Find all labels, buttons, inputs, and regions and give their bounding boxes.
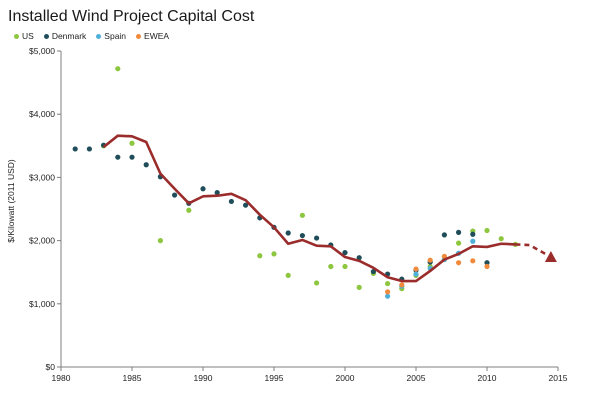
data-point-ewea [470, 258, 476, 264]
data-point-us [356, 284, 362, 290]
data-point-ewea [413, 266, 419, 272]
y-tick-label: $0 [46, 362, 56, 372]
projection-marker [544, 251, 557, 263]
data-point-us [186, 207, 192, 213]
data-point-spain [413, 271, 419, 277]
legend-label-ewea: EWEA [144, 31, 170, 41]
data-point-ewea [385, 289, 391, 295]
chart-title: Installed Wind Project Capital Cost [8, 8, 255, 25]
legend-label-spain: Spain [104, 31, 127, 41]
x-tick-label: 1980 [52, 373, 71, 383]
x-tick-label: 1985 [123, 373, 142, 383]
legend-marker-us [14, 33, 19, 39]
data-point-us [484, 227, 490, 234]
data-point-denmark [314, 235, 320, 241]
data-point-ewea [427, 257, 433, 263]
data-point-denmark [228, 198, 234, 205]
legend-item-denmark: Denmark [43, 31, 87, 41]
data-point-spain [470, 238, 476, 244]
x-tick-label: 2010 [478, 373, 497, 383]
y-tick-label: $2,000 [29, 236, 55, 246]
data-point-denmark [243, 202, 249, 208]
data-point-denmark [356, 255, 362, 261]
data-point-us [285, 272, 291, 278]
axis-ticks: 1980 1985 1990 1995 2000 2005 2010 2015 $0 $1,000… [29, 46, 568, 383]
data-point-denmark [470, 231, 476, 237]
data-point-us [456, 240, 462, 246]
data-point-us [115, 66, 121, 72]
data-point-denmark [115, 154, 121, 160]
legend-marker-ewea [136, 33, 142, 39]
data-point-ewea [456, 260, 462, 266]
data-point-us [328, 263, 334, 270]
data-point-denmark [143, 162, 149, 168]
data-point-denmark [214, 189, 220, 196]
data-point-denmark [441, 232, 447, 238]
data-point-ewea [399, 282, 405, 288]
x-tick-label: 2005 [407, 373, 426, 383]
y-tick-label: $4,000 [29, 109, 55, 119]
trend-projection-path [515, 243, 552, 259]
data-point-denmark [200, 186, 206, 192]
data-point-denmark [342, 250, 348, 256]
y-tick-label: $1,000 [29, 299, 55, 309]
legend-item-ewea: EWEA [136, 31, 169, 41]
data-point-denmark [370, 268, 376, 275]
x-tick-label: 2015 [549, 373, 568, 383]
data-point-ewea [484, 263, 490, 270]
data-point-us [498, 236, 504, 242]
data-point-us [385, 280, 391, 287]
data-point-denmark [86, 146, 92, 152]
data-point-denmark [129, 154, 135, 160]
trend-line-path [102, 134, 516, 283]
data-point-denmark [285, 230, 291, 236]
data-point-us [342, 263, 348, 270]
y-tick-label: $5,000 [29, 46, 55, 56]
data-point-spain [385, 293, 391, 299]
data-point-us [129, 140, 135, 146]
x-tick-label: 2000 [336, 373, 355, 383]
data-point-us [314, 280, 320, 286]
legend: US Denmark Spain EWEA [14, 31, 169, 41]
x-tick-label: 1995 [265, 373, 284, 383]
legend-label-us: US [22, 31, 34, 41]
y-tick-label: $3,000 [29, 172, 55, 182]
data-point-denmark [299, 232, 305, 239]
legend-item-spain: Spain [96, 31, 126, 41]
data-points [72, 66, 519, 299]
legend-marker-denmark [43, 33, 49, 39]
trend-line [102, 134, 557, 283]
x-tick-label: 1990 [194, 373, 213, 383]
data-point-us [271, 251, 277, 257]
legend-item-us: US [14, 31, 34, 41]
data-point-us [299, 212, 305, 218]
data-point-denmark [172, 192, 178, 198]
data-point-us [257, 253, 263, 259]
legend-label-denmark: Denmark [51, 31, 87, 41]
data-point-denmark [72, 146, 78, 152]
legend-marker-spain [96, 33, 102, 39]
data-point-us [157, 238, 163, 244]
data-point-denmark [456, 229, 462, 235]
data-point-denmark [484, 260, 490, 266]
